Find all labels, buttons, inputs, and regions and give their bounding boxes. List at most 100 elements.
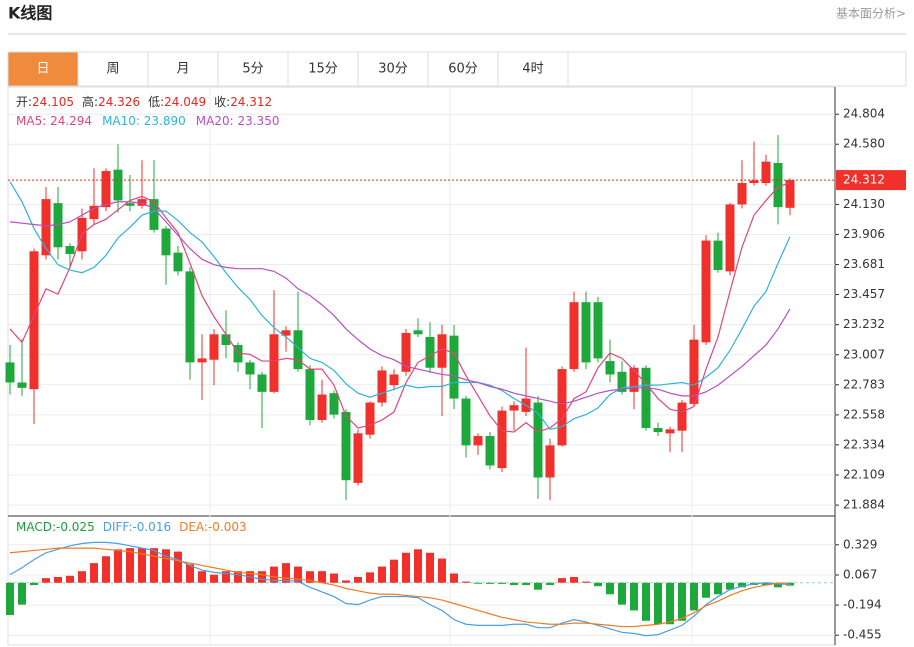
info-value: 24.326 (98, 95, 140, 109)
candle-body (749, 180, 759, 184)
macd-bar (690, 582, 698, 611)
last-price-label: 24.312 (843, 173, 885, 187)
macd-bar (102, 556, 110, 583)
page-title: K线图 (8, 4, 52, 23)
candle-body (389, 374, 399, 386)
tab-label[interactable]: 60分 (448, 62, 478, 77)
y-tick-label: 22.558 (843, 407, 885, 421)
macd-bar (462, 581, 470, 583)
candle-body (725, 204, 735, 272)
macd-bar (546, 582, 554, 586)
info-value: 24.312 (230, 95, 272, 109)
info-label: DEA: (179, 520, 208, 534)
candle-body (245, 362, 255, 375)
candle-body (29, 251, 39, 390)
info-label: 开: (16, 95, 32, 109)
y-tick-label: 23.007 (843, 347, 885, 361)
tab-label[interactable]: 4时 (522, 62, 543, 77)
tab-label[interactable]: 日 (36, 62, 49, 77)
candle-body (257, 374, 267, 392)
macd-bar (738, 582, 746, 588)
tab[interactable] (357, 51, 429, 87)
macd-bar (162, 549, 170, 583)
candle-body (425, 336, 435, 368)
tab-label[interactable]: 15分 (308, 62, 338, 77)
info-value: 24.105 (32, 95, 74, 109)
tab[interactable] (147, 51, 219, 87)
macd-bar (342, 580, 350, 583)
macd-bar (294, 566, 302, 583)
y-tick-label: 0.329 (843, 537, 877, 551)
macd-bar (366, 572, 374, 583)
candle-body (125, 203, 135, 206)
candle-body (677, 402, 687, 431)
y-tick-label: 23.232 (843, 317, 885, 331)
macd-bar (510, 582, 518, 586)
macd-bar (42, 578, 50, 583)
ma-value: 23.890 (144, 114, 186, 128)
tab[interactable] (7, 51, 79, 87)
macd-bar (522, 582, 530, 586)
macd-bar (30, 582, 38, 586)
candle-body (665, 429, 675, 434)
macd-bar (66, 575, 74, 583)
info-label: 高: (82, 94, 98, 109)
macd-bar (426, 552, 434, 583)
candle-body (581, 302, 591, 363)
macd-bar (654, 582, 662, 625)
macd-bar (618, 582, 626, 605)
candle-body (53, 203, 63, 248)
macd-bar (606, 582, 614, 595)
candle-body (761, 161, 771, 184)
macd-bar (630, 582, 638, 611)
y-tick-label: -0.194 (843, 598, 882, 612)
macd-bar (450, 573, 458, 583)
tab-label[interactable]: 周 (106, 62, 119, 77)
candle-body (545, 445, 555, 478)
candle-body (773, 162, 783, 208)
candle-body (161, 228, 171, 256)
macd-bar (78, 571, 86, 583)
y-tick-label: 22.109 (843, 467, 885, 481)
macd-bar (186, 564, 194, 583)
info-line: MACD:-0.025 DIFF:-0.016 DEA:-0.003 (16, 520, 247, 534)
y-tick-label: 22.334 (843, 437, 885, 451)
macd-bar (678, 582, 686, 621)
candle-body (593, 302, 603, 359)
tab[interactable] (427, 51, 499, 87)
tab-label[interactable]: 30分 (378, 62, 408, 77)
tab-label[interactable]: 5分 (242, 62, 263, 77)
candle-body (209, 334, 219, 360)
candle-body (557, 369, 567, 446)
macd-bar (258, 571, 266, 583)
y-tick-label: 24.804 (843, 107, 885, 121)
last-price-box (836, 170, 906, 191)
macd-line (9, 541, 791, 637)
macd-bar (54, 576, 62, 583)
candle-body (653, 427, 663, 433)
candle-body (17, 382, 27, 388)
analysis-link[interactable]: 基本面分析> (836, 7, 906, 21)
tab[interactable] (77, 51, 149, 87)
tab[interactable] (497, 51, 569, 87)
tab-label[interactable]: 月 (176, 62, 189, 77)
candle-body (701, 240, 711, 343)
ma-value: 23.350 (237, 114, 279, 128)
macd-bar (198, 571, 206, 583)
candle-body (173, 252, 183, 272)
tab[interactable] (217, 51, 289, 87)
macd-bar (150, 548, 158, 583)
y-tick-label: 0.067 (843, 568, 877, 582)
macd-bar (270, 566, 278, 583)
candle-body (269, 334, 279, 392)
macd-bar (390, 559, 398, 583)
candle-body (41, 199, 51, 256)
y-tick-label: 24.580 (843, 137, 885, 151)
candle-body (785, 180, 795, 208)
candle-body (281, 330, 291, 336)
macd-bar (138, 548, 146, 583)
macd-bar (306, 571, 314, 583)
candle-body (629, 367, 639, 392)
candle-body (509, 405, 519, 411)
